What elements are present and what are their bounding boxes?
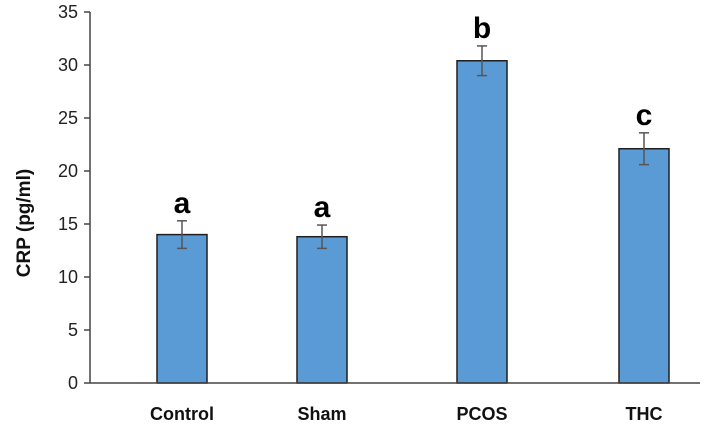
- y-axis-ticks: 0 5 10 15 20 25 30 35: [58, 2, 90, 393]
- y-tick-label: 20: [58, 161, 78, 181]
- x-tick-label-thc: THC: [626, 404, 663, 424]
- x-tick-label-control: Control: [150, 404, 214, 424]
- significance-label-sham: a: [314, 191, 331, 224]
- error-bar-control: [177, 220, 187, 250]
- y-tick-label: 35: [58, 2, 78, 22]
- y-tick-label: 25: [58, 108, 78, 128]
- significance-label-thc: c: [636, 99, 653, 132]
- y-tick-label: 15: [58, 214, 78, 234]
- bar-pcos: [456, 60, 508, 384]
- bar-thc: [618, 147, 670, 384]
- x-axis-tick-labels: Control Sham PCOS THC: [150, 404, 662, 424]
- x-tick-label-pcos: PCOS: [456, 404, 507, 424]
- y-tick-label: 0: [68, 373, 78, 393]
- x-tick-label-sham: Sham: [297, 404, 346, 424]
- significance-label-control: a: [174, 187, 191, 220]
- error-bar-pcos: [477, 45, 487, 77]
- bar-control: [156, 233, 208, 384]
- y-tick-label: 10: [58, 267, 78, 287]
- error-bar-thc: [639, 132, 649, 166]
- bar-sham: [296, 235, 348, 384]
- y-axis-label: CRP (pg/ml): [14, 169, 35, 277]
- error-bar-sham: [317, 224, 327, 250]
- bar-series: a a b c: [156, 12, 670, 384]
- significance-label-pcos: b: [473, 12, 491, 45]
- y-tick-label: 30: [58, 55, 78, 75]
- y-tick-label: 5: [68, 320, 78, 340]
